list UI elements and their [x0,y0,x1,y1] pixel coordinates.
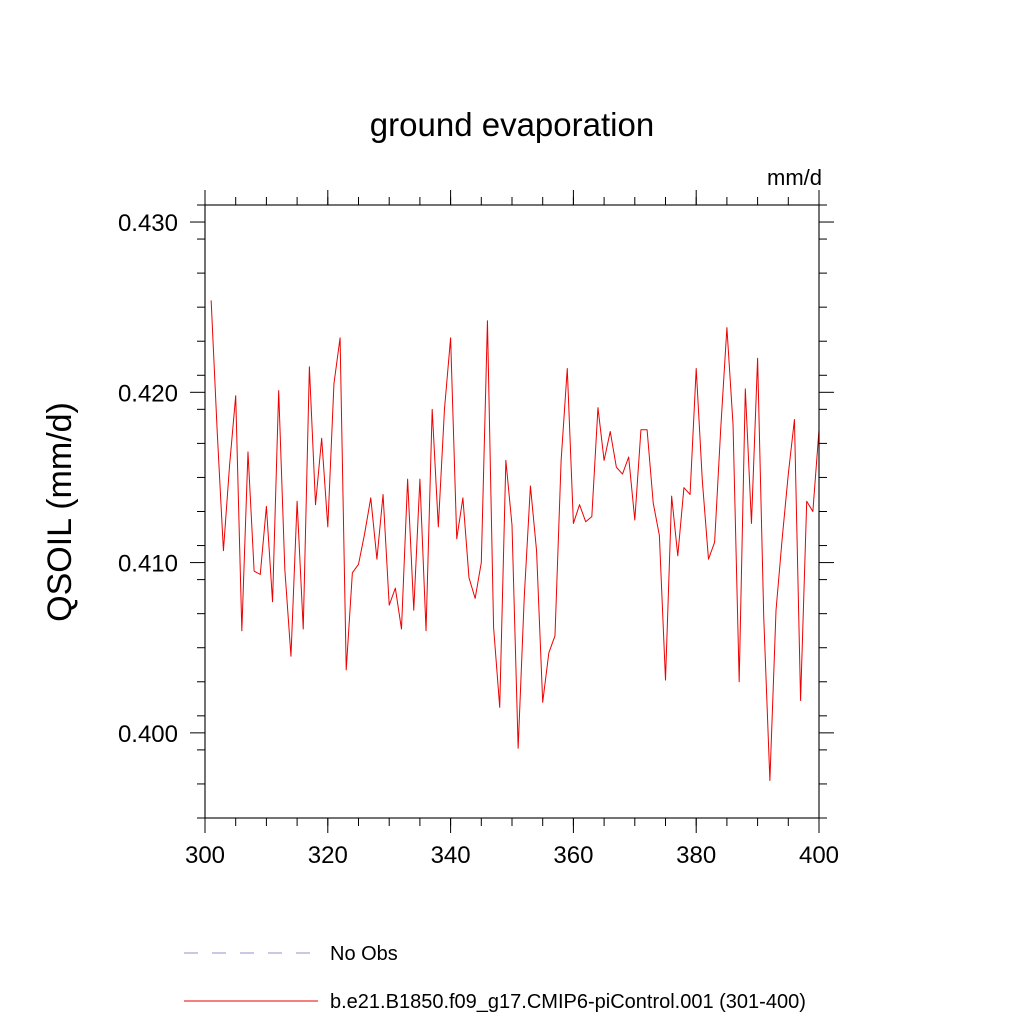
y-tick-label: 0.410 [118,551,178,578]
legend: No Obs b.e21.B1850.f09_g17.CMIP6-piContr… [184,943,806,1013]
y-axis-label: QSOIL (mm/d) [41,402,79,622]
tick-labels: 300 320 340 360 380 400 0.400 0.410 0.420 0.430 [118,210,839,869]
legend-label-no-obs: No Obs [330,943,398,965]
x-tick-label: 300 [185,842,225,869]
axis-ticks [190,190,834,833]
plot-area [210,300,820,782]
series-line-model [210,300,820,782]
x-tick-label: 340 [431,842,471,869]
chart-title: ground evaporation [370,106,654,143]
y-tick-label: 0.420 [118,380,178,407]
legend-label-model: b.e21.B1850.f09_g17.CMIP6-piControl.001 … [330,991,806,1013]
y-tick-label: 0.400 [118,721,178,748]
y-tick-label: 0.430 [118,210,178,237]
x-tick-label: 320 [308,842,348,869]
plot-frame [204,204,820,819]
x-tick-label: 380 [676,842,716,869]
x-tick-label: 400 [799,842,839,869]
units-label: mm/d [767,165,822,190]
x-tick-label: 360 [553,842,593,869]
